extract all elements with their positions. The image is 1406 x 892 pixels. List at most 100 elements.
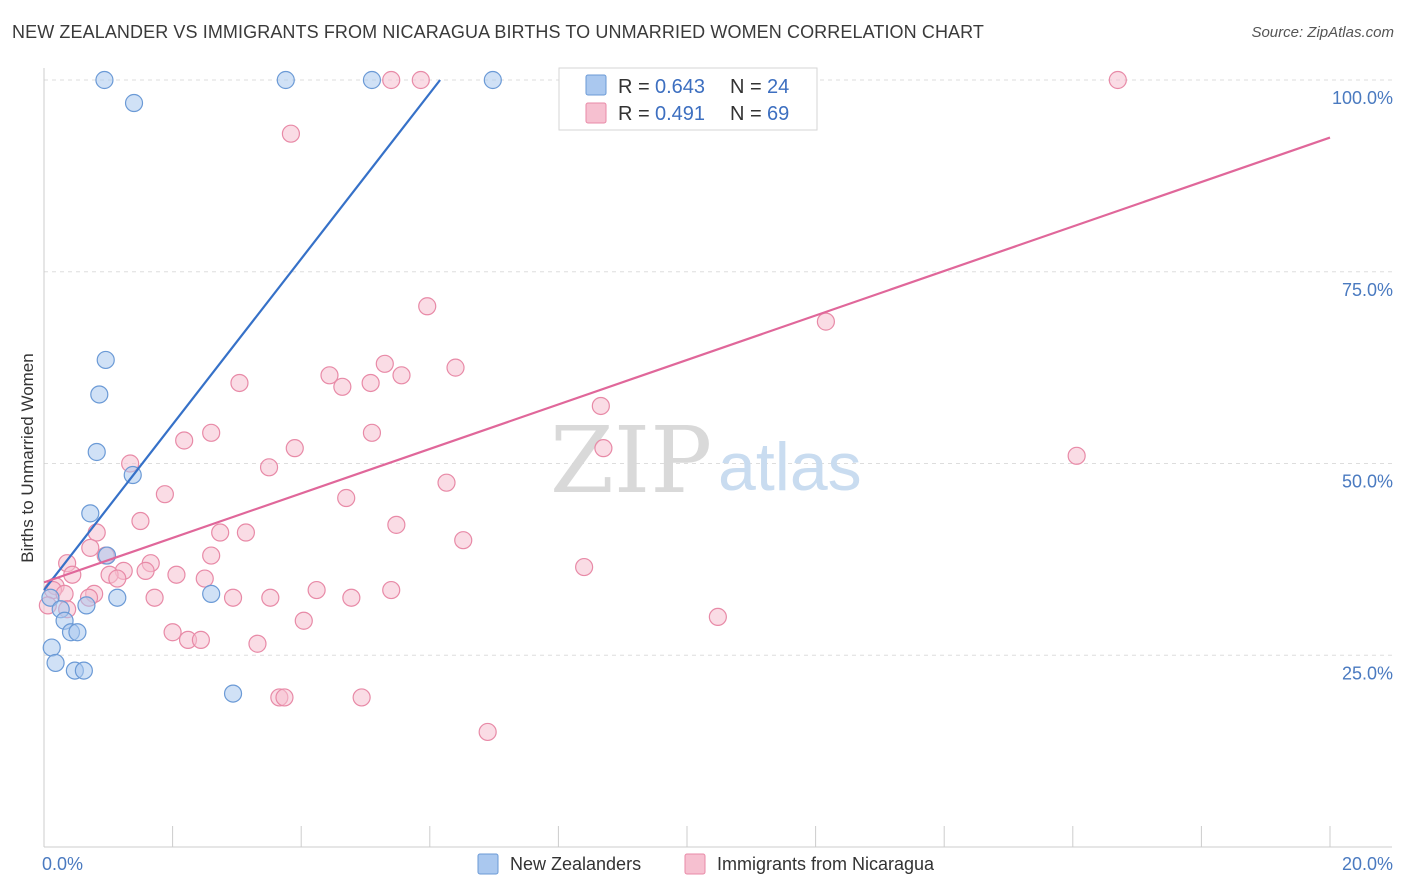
nz-point-3 <box>483 70 502 90</box>
nicaragua-point-12 <box>230 373 249 393</box>
nz-point-18 <box>68 623 87 642</box>
correlation-legend: R = 0.643 N = 24 R = 0.491 N = 69 <box>558 67 818 131</box>
trend-line-nicaragua <box>43 136 1331 584</box>
nz-point-1 <box>276 70 295 90</box>
nz-point-0 <box>95 70 114 90</box>
nicaragua-point-9 <box>375 354 394 373</box>
nicaragua-point-4 <box>1108 70 1127 90</box>
nz-point-15 <box>202 584 221 603</box>
watermark-zip: ZIP <box>550 407 712 514</box>
series-legend: New Zealanders Immigrants from Nicaragua <box>477 853 935 875</box>
nicaragua-point-45 <box>108 569 127 588</box>
nicaragua-point-32 <box>454 531 473 550</box>
nicaragua-point-25 <box>155 485 174 504</box>
nicaragua-point-19 <box>285 439 304 458</box>
gridlines <box>44 79 1392 656</box>
nicaragua-point-63 <box>248 634 267 653</box>
legend-r-label-pink: R = <box>618 103 650 125</box>
x-ticks <box>43 826 1331 847</box>
nicaragua-point-41 <box>136 561 155 580</box>
trend-line-new-zealanders <box>43 79 441 591</box>
x-tick-label-min: 0.0% <box>42 854 83 874</box>
nz-point-11 <box>41 588 60 607</box>
series-new-zealanders-points <box>41 70 502 703</box>
nicaragua-point-6 <box>418 297 437 316</box>
nicaragua-point-65 <box>275 688 294 707</box>
nicaragua-point-18 <box>175 431 194 450</box>
y-tick-label-100: 100.0% <box>1332 88 1393 108</box>
y-tick-label-75: 75.0% <box>1342 280 1393 300</box>
nicaragua-point-44 <box>195 569 214 588</box>
legend-swatch-pink <box>585 102 607 124</box>
nicaragua-point-59 <box>708 607 727 627</box>
nicaragua-point-7 <box>816 312 835 331</box>
nicaragua-point-16 <box>202 423 221 442</box>
nz-point-23 <box>223 684 243 703</box>
nicaragua-point-29 <box>87 523 106 542</box>
nicaragua-point-0 <box>382 70 401 90</box>
nz-point-4 <box>124 93 144 113</box>
legend-swatch-blue <box>585 74 607 96</box>
nicaragua-point-43 <box>167 565 186 584</box>
nicaragua-point-54 <box>342 588 361 607</box>
legend-n-label-pink: N = <box>730 103 762 125</box>
nicaragua-point-8 <box>446 358 465 377</box>
nicaragua-point-62 <box>191 630 210 650</box>
chart-title: NEW ZEALANDER VS IMMIGRANTS FROM NICARAG… <box>12 22 985 42</box>
legend-n-value-pink: 69 <box>767 103 789 125</box>
legend-r-label-blue: R = <box>618 76 650 98</box>
nz-point-20 <box>46 653 65 673</box>
nz-point-19 <box>42 638 61 657</box>
nicaragua-point-30 <box>211 523 230 542</box>
axes <box>43 68 1392 848</box>
series-legend-swatch-blue <box>477 853 499 875</box>
nicaragua-point-33 <box>81 538 100 557</box>
nicaragua-point-55 <box>307 580 326 600</box>
nicaragua-point-51 <box>145 588 164 607</box>
nz-point-5 <box>96 350 115 370</box>
x-tick-label-max: 20.0% <box>1342 854 1393 874</box>
source-label: Source: ZipAtlas.com <box>1251 24 1394 41</box>
nicaragua-point-38 <box>575 557 594 577</box>
legend-n-value-blue: 24 <box>767 76 789 98</box>
nicaragua-point-67 <box>478 722 497 742</box>
nicaragua-point-60 <box>163 623 182 642</box>
nz-point-6 <box>90 385 109 404</box>
nz-point-9 <box>81 504 100 523</box>
nicaragua-point-15 <box>591 396 610 416</box>
nz-point-22 <box>74 661 93 680</box>
nicaragua-point-11 <box>392 366 411 385</box>
nicaragua-point-23 <box>1067 446 1086 465</box>
nz-point-7 <box>87 442 106 462</box>
nicaragua-point-53 <box>261 588 280 607</box>
nicaragua-point-26 <box>337 488 356 508</box>
y-tick-label-25: 25.0% <box>1342 663 1393 683</box>
y-axis-label: Births to Unmarried Women <box>18 353 37 562</box>
series-legend-label-blue: New Zealanders <box>510 854 641 874</box>
nicaragua-point-21 <box>259 458 279 477</box>
nicaragua-point-20 <box>594 439 613 458</box>
series-legend-swatch-pink <box>684 853 706 875</box>
legend-n-label-blue: N = <box>730 76 762 98</box>
legend-r-value-pink: 0.491 <box>655 103 705 125</box>
nicaragua-point-17 <box>362 423 382 442</box>
legend-r-value-blue: 0.643 <box>655 76 705 98</box>
trend-lines <box>43 79 1331 591</box>
y-tick-label-50: 50.0% <box>1342 472 1393 492</box>
nicaragua-point-28 <box>387 515 406 534</box>
nicaragua-point-52 <box>223 588 243 607</box>
nz-point-13 <box>77 596 96 615</box>
nicaragua-point-56 <box>382 580 401 600</box>
nicaragua-point-58 <box>294 611 313 630</box>
watermark: ZIP atlas <box>550 407 862 514</box>
nicaragua-point-1 <box>411 70 430 90</box>
nicaragua-point-34 <box>202 546 221 565</box>
series-legend-label-pink: Immigrants from Nicaragua <box>717 854 935 874</box>
series-nicaragua-points <box>38 70 1127 742</box>
nicaragua-point-5 <box>281 124 301 143</box>
nz-point-14 <box>108 588 127 607</box>
nicaragua-point-14 <box>361 373 380 393</box>
nicaragua-point-13 <box>333 377 352 396</box>
watermark-atlas: atlas <box>718 429 862 505</box>
